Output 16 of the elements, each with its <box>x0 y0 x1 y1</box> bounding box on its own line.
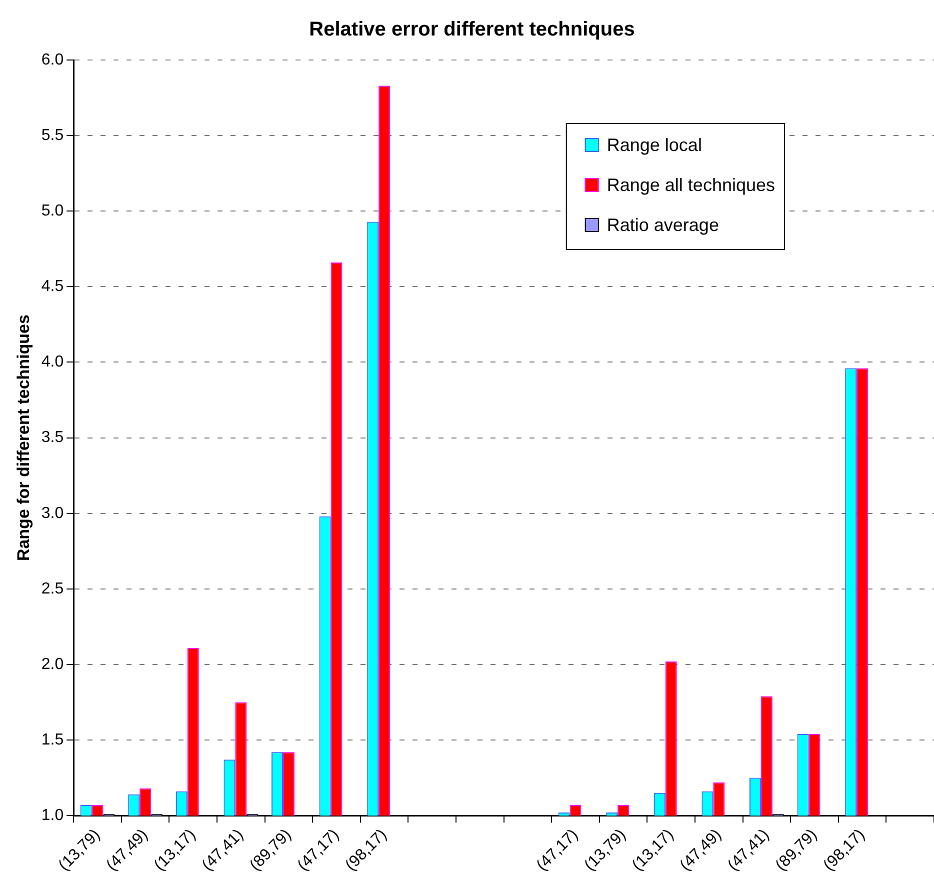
legend-label: Range all techniques <box>606 174 776 195</box>
y-tick-label: 2.0 <box>41 656 64 673</box>
y-tick-label: 5.5 <box>41 126 64 144</box>
y-tick-label: 6.0 <box>41 51 64 68</box>
y-tick-label: 3.0 <box>41 504 64 522</box>
y-tick-label: 5.0 <box>41 202 64 220</box>
y-axis-title: Range for different techniques <box>14 314 33 562</box>
y-tick-label: 2.5 <box>41 580 64 598</box>
legend-label: Ratio average <box>606 214 719 235</box>
y-tick-label: 1.5 <box>41 731 64 748</box>
y-tick-label: 4.0 <box>41 354 64 371</box>
y-tick-label: 4.5 <box>41 278 64 296</box>
legend-label: Range local <box>606 134 702 155</box>
y-tick-label: 3.5 <box>41 429 64 446</box>
y-tick-label: 1.0 <box>41 806 64 824</box>
chart-title: Relative error different techniques <box>309 18 635 41</box>
